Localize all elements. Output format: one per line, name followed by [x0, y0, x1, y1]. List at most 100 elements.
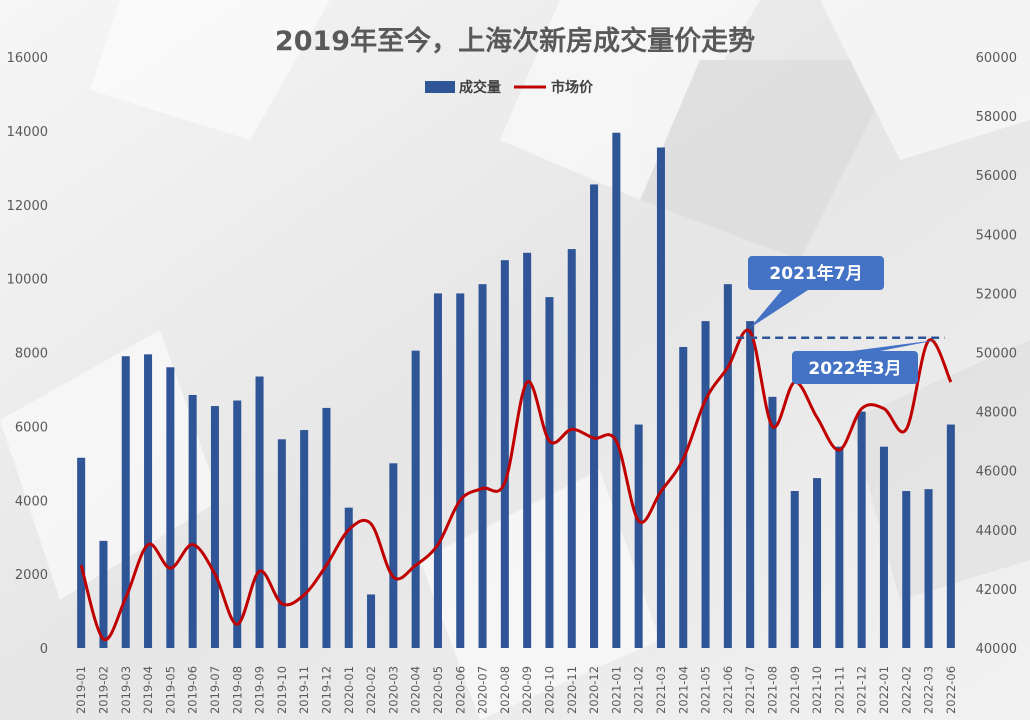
y-right-tick-label: 42000	[976, 583, 1017, 598]
y-right-tick-label: 54000	[976, 228, 1017, 243]
x-tick-label: 2019-04	[141, 666, 155, 714]
x-tick-label: 2021-11	[832, 666, 846, 714]
callout-text-2022-03: 2022年3月	[808, 358, 901, 379]
bar-2019-05	[166, 367, 175, 648]
x-tick-label: 2020-02	[364, 666, 378, 714]
x-tick-label: 2021-08	[765, 666, 779, 714]
x-tick-label: 2021-09	[788, 666, 802, 714]
x-tick-label: 2019-10	[275, 666, 289, 714]
bar-2019-09	[255, 376, 264, 648]
bar-2019-03	[121, 356, 130, 648]
y-left-tick-label: 12000	[7, 199, 48, 214]
bar-2020-02	[367, 594, 376, 648]
x-tick-label: 2021-10	[810, 666, 824, 714]
bar-2019-11	[300, 430, 309, 648]
y-left-tick-label: 8000	[15, 347, 48, 362]
x-tick-label: 2020-03	[386, 666, 400, 714]
bar-2022-06	[946, 424, 955, 648]
y-right-tick-label: 46000	[976, 465, 1017, 480]
callout-text-2021-07: 2021年7月	[769, 263, 862, 284]
x-tick-label: 2019-12	[319, 666, 333, 714]
y-left-tick-label: 16000	[7, 51, 48, 66]
bar-2021-11	[835, 446, 844, 648]
x-tick-label: 2022-02	[899, 666, 913, 714]
x-tick-label: 2021-03	[654, 666, 668, 714]
x-tick-label: 2020-05	[431, 666, 445, 714]
x-tick-label: 2022-03	[922, 666, 936, 714]
x-tick-label: 2020-08	[498, 666, 512, 714]
legend-swatch-volume	[425, 81, 455, 93]
bar-2022-03	[924, 489, 933, 648]
bar-2019-04	[144, 354, 153, 648]
x-tick-label: 2019-02	[96, 666, 110, 714]
y-right-tick-label: 60000	[976, 51, 1017, 66]
bar-2019-02	[99, 540, 108, 648]
bar-2020-09	[523, 252, 532, 649]
bar-2019-07	[210, 406, 219, 648]
legend-label-price: 市场价	[551, 79, 594, 96]
y-left-tick-label: 10000	[7, 273, 48, 288]
bar-2021-05	[701, 321, 710, 648]
x-tick-label: 2020-06	[453, 666, 467, 714]
bar-2020-08	[500, 260, 509, 648]
callouts: 2021年7月 2022年3月	[748, 256, 939, 384]
bar-2020-12	[590, 184, 599, 648]
bar-2021-01	[612, 132, 621, 649]
bar-2021-08	[768, 396, 777, 648]
x-tick-label: 2019-05	[163, 666, 177, 714]
bar-2021-03	[656, 147, 665, 648]
x-tick-label: 2019-09	[253, 666, 267, 714]
bar-2021-10	[813, 478, 822, 648]
x-tick-label: 2019-07	[208, 666, 222, 714]
y-right-tick-label: 58000	[976, 110, 1017, 125]
y-right-tick-label: 52000	[976, 287, 1017, 302]
bar-2020-11	[567, 249, 576, 648]
y-right-tick-label: 44000	[976, 524, 1017, 539]
bar-2021-04	[679, 346, 688, 648]
callout-box-2021-07	[748, 256, 884, 328]
bar-2021-06	[723, 284, 732, 648]
bar-2020-04	[411, 350, 420, 648]
x-tick-label: 2021-12	[855, 666, 869, 714]
y-left-tick-label: 14000	[7, 125, 48, 140]
x-tick-label: 2021-07	[743, 666, 757, 714]
bar-2020-01	[344, 507, 353, 648]
x-tick-label: 2020-04	[409, 666, 423, 714]
x-tick-label: 2019-03	[119, 666, 133, 714]
y-left-tick-label: 6000	[15, 420, 48, 435]
bar-series-volume	[77, 132, 955, 649]
legend: 成交量 市场价	[425, 79, 594, 96]
y-left-tick-label: 2000	[15, 568, 48, 583]
x-tick-label: 2019-06	[186, 666, 200, 714]
x-axis-labels: 2019-01 2019-02 2019-03 2019-04 2019-05 2019-…	[74, 666, 958, 714]
bar-2021-12	[857, 411, 866, 648]
bar-2022-02	[902, 491, 911, 648]
x-tick-label: 2021-01	[609, 666, 623, 714]
x-tick-label: 2020-11	[565, 666, 579, 714]
y-left-tick-label: 0	[40, 642, 48, 657]
legend-label-volume: 成交量	[459, 79, 501, 96]
bar-2019-06	[188, 394, 197, 648]
y-right-tick-label: 48000	[976, 406, 1017, 421]
x-tick-label: 2020-12	[587, 666, 601, 714]
x-tick-label: 2020-10	[542, 666, 556, 714]
bar-2020-06	[456, 293, 465, 648]
y-left-tick-label: 4000	[15, 494, 48, 509]
bar-2019-01	[77, 457, 86, 648]
bar-2021-09	[790, 491, 799, 648]
chart-title: 2019年至今，上海次新房成交量价走势	[275, 25, 755, 57]
x-tick-label: 2020-09	[520, 666, 534, 714]
x-tick-label: 2021-06	[721, 666, 735, 714]
bar-2021-07	[746, 321, 755, 648]
bar-2022-01	[879, 446, 888, 648]
bar-2020-05	[433, 293, 442, 648]
x-tick-label: 2019-11	[297, 666, 311, 714]
x-tick-label: 2021-02	[632, 666, 646, 714]
bar-2020-10	[545, 297, 554, 648]
bar-2019-08	[233, 400, 242, 648]
x-tick-label: 2021-05	[699, 666, 713, 714]
x-tick-label: 2021-04	[676, 666, 690, 714]
